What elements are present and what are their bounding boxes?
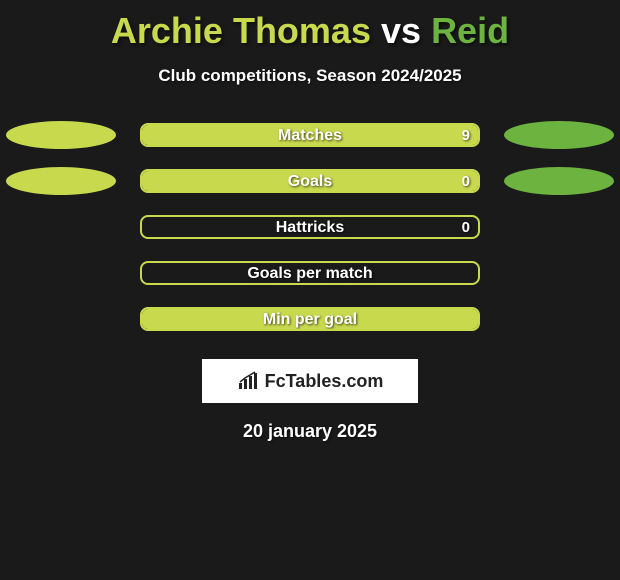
player2-ellipse [504, 121, 614, 149]
stat-bar-track: Hattricks0 [140, 215, 480, 239]
date-text: 20 january 2025 [0, 421, 620, 442]
stat-bar-fill [142, 171, 478, 191]
player2-ellipse [504, 167, 614, 195]
logo: FcTables.com [237, 371, 384, 392]
page-title: Archie Thomas vs Reid [0, 0, 620, 52]
stat-bar-track: Matches9 [140, 123, 480, 147]
stat-row: Hattricks0 [0, 212, 620, 258]
stat-value: 0 [462, 219, 470, 236]
stat-label: Hattricks [142, 219, 478, 237]
stat-row: Matches9 [0, 120, 620, 166]
stat-row: Goals0 [0, 166, 620, 212]
player2-name: Reid [431, 10, 509, 51]
stat-bar-track: Goals0 [140, 169, 480, 193]
logo-box: FcTables.com [202, 359, 418, 403]
vs-text: vs [381, 10, 421, 51]
stat-rows: Matches9 Goals0 Hattricks0 Goals per match M… [0, 120, 620, 350]
stat-bar-track: Goals per match [140, 261, 480, 285]
stat-bar-fill [142, 125, 478, 145]
player1-name: Archie Thomas [111, 10, 371, 51]
stat-bar-fill [142, 309, 478, 329]
logo-text: FcTables.com [265, 371, 384, 392]
stat-row: Min per goal [0, 304, 620, 350]
stat-label: Goals per match [142, 265, 478, 283]
player1-ellipse [6, 167, 116, 195]
player1-ellipse [6, 121, 116, 149]
stat-row: Goals per match [0, 258, 620, 304]
chart-icon [237, 371, 261, 391]
subtitle: Club competitions, Season 2024/2025 [0, 66, 620, 86]
stat-bar-track: Min per goal [140, 307, 480, 331]
